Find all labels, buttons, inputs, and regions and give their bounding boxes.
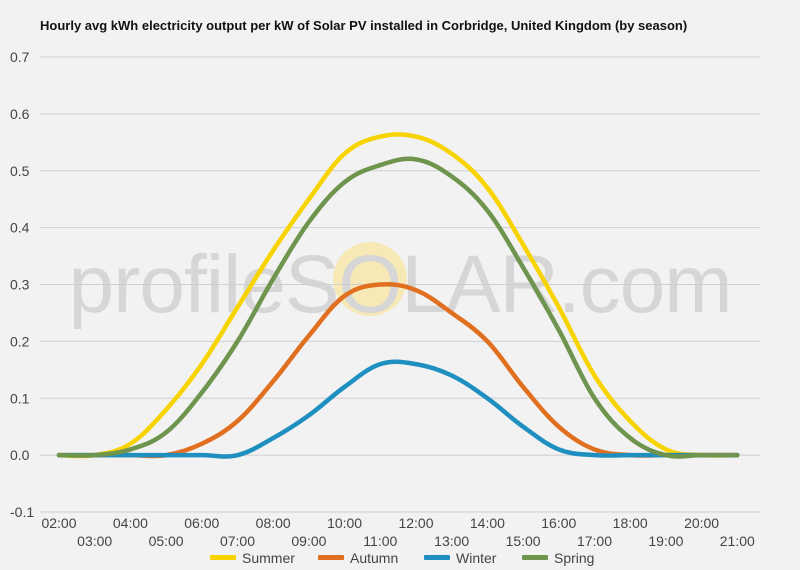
y-tick-label: 0.7 — [10, 49, 30, 65]
y-tick-label: 0.3 — [10, 277, 30, 293]
x-tick-label: 03:00 — [77, 533, 112, 549]
x-tick-label: 16:00 — [541, 515, 576, 531]
x-tick-label: 15:00 — [506, 533, 541, 549]
x-axis-tick-labels: 02:0003:0004:0005:0006:0007:0008:0009:00… — [41, 515, 755, 549]
y-tick-label: 0.6 — [10, 106, 30, 122]
x-tick-label: 20:00 — [684, 515, 719, 531]
x-tick-label: 11:00 — [363, 533, 397, 549]
legend-swatch-autumn — [318, 555, 344, 560]
y-tick-label: 0.1 — [10, 390, 30, 406]
x-tick-label: 21:00 — [720, 533, 755, 549]
y-axis-tick-labels: -0.1 0.0 0.1 0.2 0.3 0.4 0.5 0.6 0.7 — [10, 49, 34, 520]
y-tick-label: 0.0 — [10, 447, 30, 463]
series-line-summer — [56, 132, 740, 459]
legend-swatch-summer — [210, 555, 236, 560]
grid-lines — [40, 56, 760, 513]
x-tick-label: 19:00 — [648, 533, 683, 549]
x-tick-label: 10:00 — [327, 515, 362, 531]
y-tick-label: 0.2 — [10, 333, 30, 349]
legend-swatch-spring — [522, 555, 548, 560]
y-tick-label: 0.4 — [10, 220, 30, 236]
x-tick-label: 18:00 — [613, 515, 648, 531]
series-line-winter — [56, 359, 740, 459]
legend-swatch-winter — [424, 555, 450, 560]
x-tick-label: 13:00 — [434, 533, 469, 549]
y-tick-label: 0.5 — [10, 163, 30, 179]
chart-title: Hourly avg kWh electricity output per kW… — [40, 18, 688, 33]
x-tick-label: 14:00 — [470, 515, 505, 531]
x-tick-label: 09:00 — [291, 533, 326, 549]
x-tick-label: 05:00 — [149, 533, 184, 549]
x-tick-label: 06:00 — [184, 515, 219, 531]
legend: Summer Autumn Winter Spring — [210, 550, 594, 566]
x-tick-label: 12:00 — [398, 515, 433, 531]
x-tick-label: 08:00 — [256, 515, 291, 531]
x-tick-label: 07:00 — [220, 533, 255, 549]
legend-label-summer: Summer — [242, 550, 295, 566]
legend-label-spring: Spring — [554, 550, 594, 566]
x-tick-label: 17:00 — [577, 533, 612, 549]
x-tick-label: 04:00 — [113, 515, 148, 531]
watermark-sun-logo — [333, 242, 407, 316]
series-line-spring — [56, 156, 740, 459]
y-tick-label: -0.1 — [10, 504, 34, 520]
series-lines — [56, 132, 740, 459]
x-tick-label: 02:00 — [41, 515, 76, 531]
legend-label-winter: Winter — [456, 550, 497, 566]
legend-label-autumn: Autumn — [350, 550, 398, 566]
